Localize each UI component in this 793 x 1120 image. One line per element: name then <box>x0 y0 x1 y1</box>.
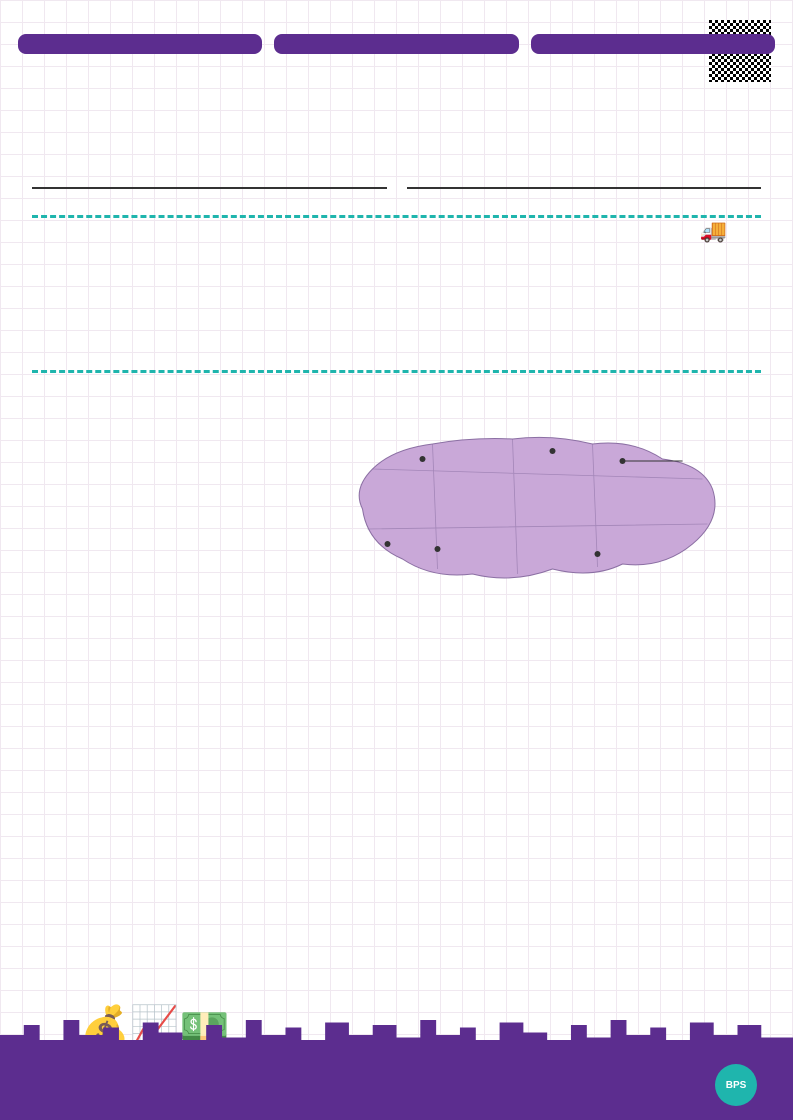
footer: BPS <box>0 1050 793 1120</box>
bps-logo-icon: BPS <box>715 1064 757 1106</box>
truck-icon: 🚚 <box>700 218 727 244</box>
map-svg <box>324 389 761 639</box>
paragraph <box>32 389 312 639</box>
stat-yoy <box>531 34 775 54</box>
bar-chart-mtm <box>32 66 387 199</box>
bar-yoy-title <box>407 66 762 85</box>
bottom-row <box>0 379 793 639</box>
bar-charts-row <box>0 58 793 199</box>
stat-mtm <box>18 34 262 54</box>
divider <box>32 215 761 218</box>
line-chart-section: 🚚 <box>0 224 793 354</box>
header <box>0 0 793 28</box>
divider <box>32 370 761 373</box>
stat-row <box>0 28 793 58</box>
bar-mtm-title <box>32 66 387 85</box>
stat-ytd <box>274 34 518 54</box>
bar-chart-yoy <box>407 66 762 199</box>
line-chart: 🚚 <box>32 224 761 354</box>
map-wrap <box>324 389 761 639</box>
